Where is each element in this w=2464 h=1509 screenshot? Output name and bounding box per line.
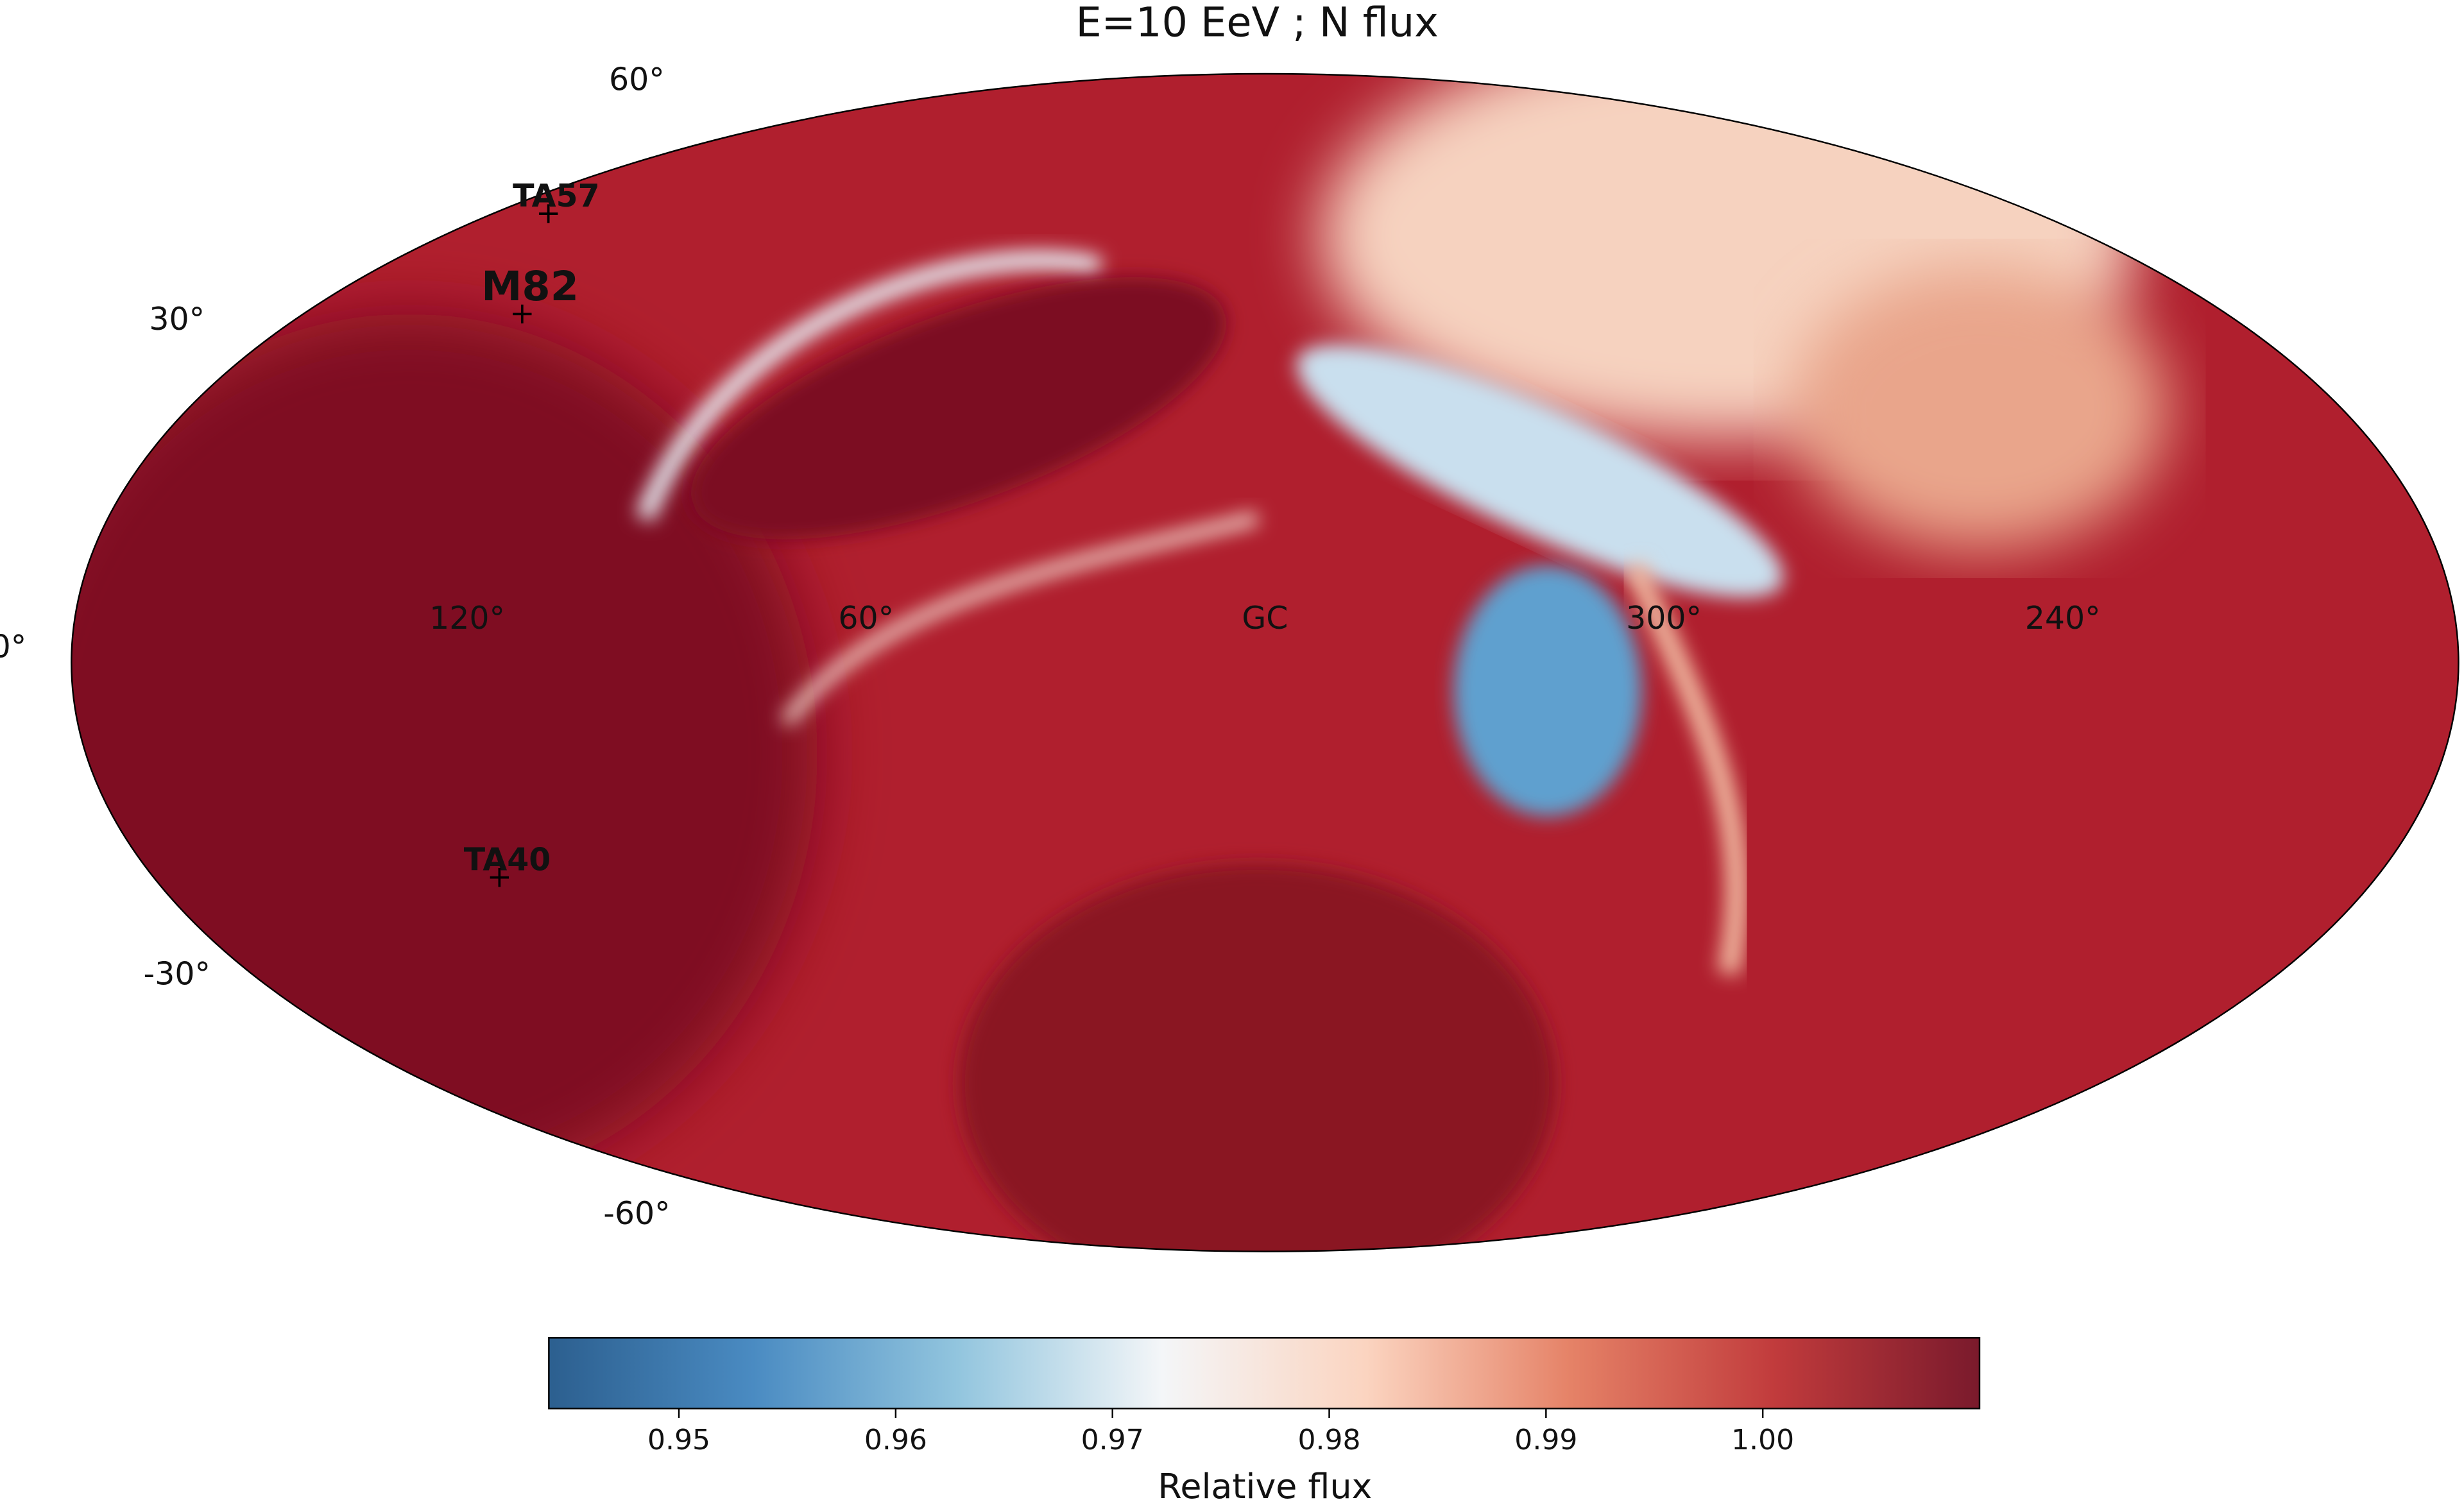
colorbar-tick-label: 0.95 <box>647 1424 710 1456</box>
source-label: TA40 <box>464 842 551 878</box>
map-frame <box>71 72 2460 1252</box>
lon-tick-label: 300° <box>1626 600 1702 636</box>
source-label: M82 <box>481 263 579 311</box>
lon-tick-label: 240° <box>2025 600 2101 636</box>
lon-tick-label: GC <box>1242 600 1288 636</box>
colorbar-label: Relative flux <box>1158 1466 1372 1506</box>
colorbar-tick-label: 0.99 <box>1514 1424 1577 1456</box>
sky-map <box>71 74 2459 1252</box>
colorbar-tick-label: 0.98 <box>1297 1424 1360 1456</box>
lat-tick-label: -60° <box>603 1195 670 1232</box>
lat-tick-label: 60° <box>609 61 665 98</box>
colorbar-tick-label: 0.96 <box>864 1424 927 1456</box>
lat-tick-label: 30° <box>149 301 205 337</box>
source-marker <box>538 204 558 223</box>
lat-tick-label: -30° <box>144 956 210 993</box>
source-marker <box>490 867 509 887</box>
lat-tick-label: 0° <box>0 628 26 665</box>
source-label: TA57 <box>513 178 600 214</box>
colorbar-tick-label: 1.00 <box>1731 1424 1794 1456</box>
colorbar <box>548 1337 1981 1410</box>
lon-tick-label: 120° <box>429 600 505 636</box>
chart-title: E=10 EeV ; N flux <box>1075 0 1438 47</box>
source-marker <box>513 304 532 324</box>
colorbar-tick-label: 0.97 <box>1081 1424 1144 1456</box>
lon-tick-label: 60° <box>838 600 894 636</box>
